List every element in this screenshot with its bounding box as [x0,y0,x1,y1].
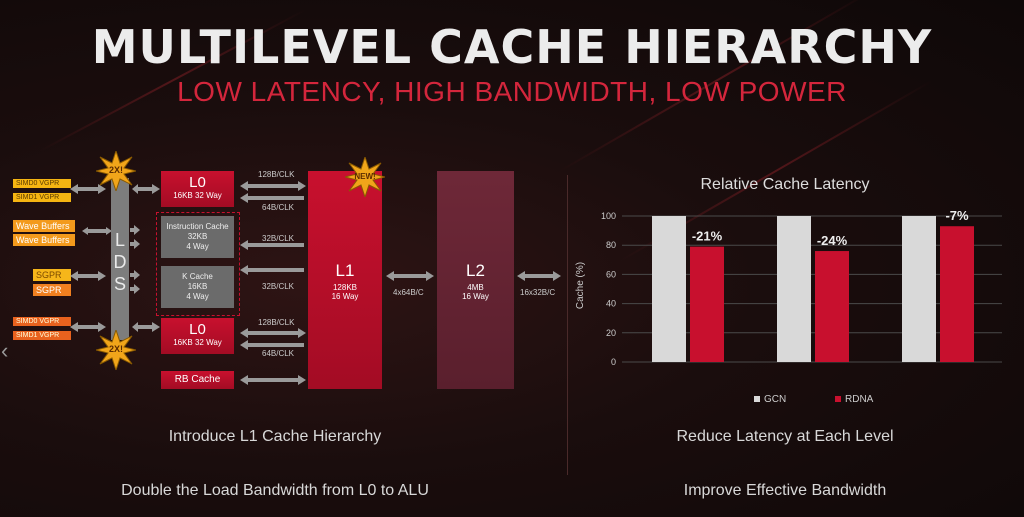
l0-bottom-detail: 16KB 32 Way [173,338,222,347]
caption-left-1: Introduce L1 Cache Hierarchy [168,428,382,445]
wave-buffers-2: Wave Buffers [13,234,75,246]
delta-label: -24% [817,233,848,248]
k-cache-line2: 16KB [187,282,208,291]
lds-letter: L [114,230,125,250]
y-tick-label: 100 [601,211,616,221]
burst-icon [96,330,136,370]
l0-top-detail: 16KB 32 Way [173,191,222,200]
instr-cache-line2: 32KB [187,232,208,241]
delta-label: -7% [945,208,969,223]
y-tick-label: 0 [611,357,616,367]
x-category-label: L1+L2 [793,373,834,375]
bar-rdna [690,246,724,362]
y-axis-label: Cache (%) [575,261,587,310]
bw-l0-bot-2: 64B/CLK [262,349,295,358]
bar-gcn [652,216,686,362]
legend-rdna-label: RDNA [845,394,874,405]
bw-l0-top-1: 128B/CLK [258,170,295,179]
y-tick-label: 60 [606,269,616,279]
page-subtitle: LOW LATENCY, HIGH BANDWIDTH, LOW POWER [177,76,847,107]
bw-k: 32B/CLK [262,282,295,291]
l0-bottom-box: L0 16KB 32 Way [161,318,234,354]
legend-gcn-label: GCN [764,394,787,405]
k-cache-line3: 4 Way [186,292,209,301]
burst-icon [96,151,136,191]
bw-instr: 32B/CLK [262,234,295,243]
bw-l2-mem: 16x32B/C [520,288,556,297]
l2-line1: 4MB [467,283,484,292]
bw-l0-bot-1: 128B/CLK [258,318,295,327]
prev-slide-icon[interactable]: ‹ [1,338,9,363]
delta-label: -21% [692,229,723,244]
wave-buffers-1: Wave Buffers [13,220,75,232]
y-tick-label: 40 [606,299,616,309]
rb-cache-box: RB Cache [161,371,234,389]
l1-bandwidth-arrows [240,181,306,385]
lds-letter: S [113,274,126,294]
burst-new-label: NEW! [354,172,376,181]
l0-top-box: L0 16KB 32 Way [161,171,234,207]
k-cache-line1: K Cache [182,272,213,281]
simd0-vgpr-bottom: SIMD0 VGPR [13,317,71,326]
caption-right-2: Improve Effective Bandwidth [683,482,887,499]
chart-title: Relative Cache Latency [700,176,870,193]
sgpr-2: SGPR [33,284,71,296]
l0-bottom-name: L0 [189,321,206,338]
bw-l1-l2: 4x64B/C [393,288,424,297]
new-burst-icon [345,157,385,197]
burst-top-label: 2X! [108,165,123,175]
rb-cache-label: RB Cache [174,374,221,385]
bar-rdna [815,251,849,362]
l1-line2: 16 Way [331,292,359,301]
bar-gcn [902,216,936,362]
bar-rdna [940,226,974,362]
y-tick-label: 20 [606,328,616,338]
x-category-label: L0 [680,373,697,375]
l0-top-name: L0 [189,174,206,191]
legend-rdna: RDNA [835,394,873,405]
lds-letter: D [113,252,127,272]
chart-svg: 0 20 40 60 80 100 -21% L0 -24% L1+L2 -7% Memory [601,208,1002,375]
l2-name: L2 [466,261,485,280]
simd1-vgpr-bottom: SIMD1 VGPR [13,331,71,340]
l2-line2: 16 Way [462,292,489,301]
legend-gcn: GCN [754,394,786,405]
l2-memory-arrow [517,271,561,281]
k-cache-box: K Cache 16KB 4 Way [161,266,234,308]
l2-box: L2 4MB 16 Way [437,171,514,389]
caption-right-1: Reduce Latency at Each Level [676,428,894,445]
source-arrows [70,184,160,332]
l1-line1: 128KB [332,283,358,292]
instr-cache-line3: 4 Way [186,242,209,251]
x-category-label: Memory [911,373,965,375]
bw-l0-top-2: 64B/CLK [262,203,295,212]
simd1-vgpr-top: SIMD1 VGPR [13,193,71,202]
bar-gcn [777,216,811,362]
page-title: MULTILEVEL CACHE HIERARCHY [91,20,933,74]
l1-l2-arrow [386,271,434,281]
section-divider [567,175,568,475]
l1-box: L1 128KB 16 Way [308,171,382,389]
sgpr-1: SGPR [33,269,71,281]
simd0-vgpr-top: SIMD0 VGPR [13,179,71,188]
instr-cache-line1: Instruction Cache [166,222,229,231]
l1-name: L1 [335,261,355,280]
instruction-cache-box: Instruction Cache 32KB 4 Way [161,216,234,258]
lds-column [111,178,129,340]
legend-gcn-swatch [754,396,760,402]
burst-bottom-label: 2X! [108,344,123,354]
y-tick-label: 80 [606,240,616,250]
legend-rdna-swatch [835,396,841,402]
caption-left-2: Double the Load Bandwidth from L0 to ALU [121,482,429,499]
cache-group-dashed [156,212,240,316]
